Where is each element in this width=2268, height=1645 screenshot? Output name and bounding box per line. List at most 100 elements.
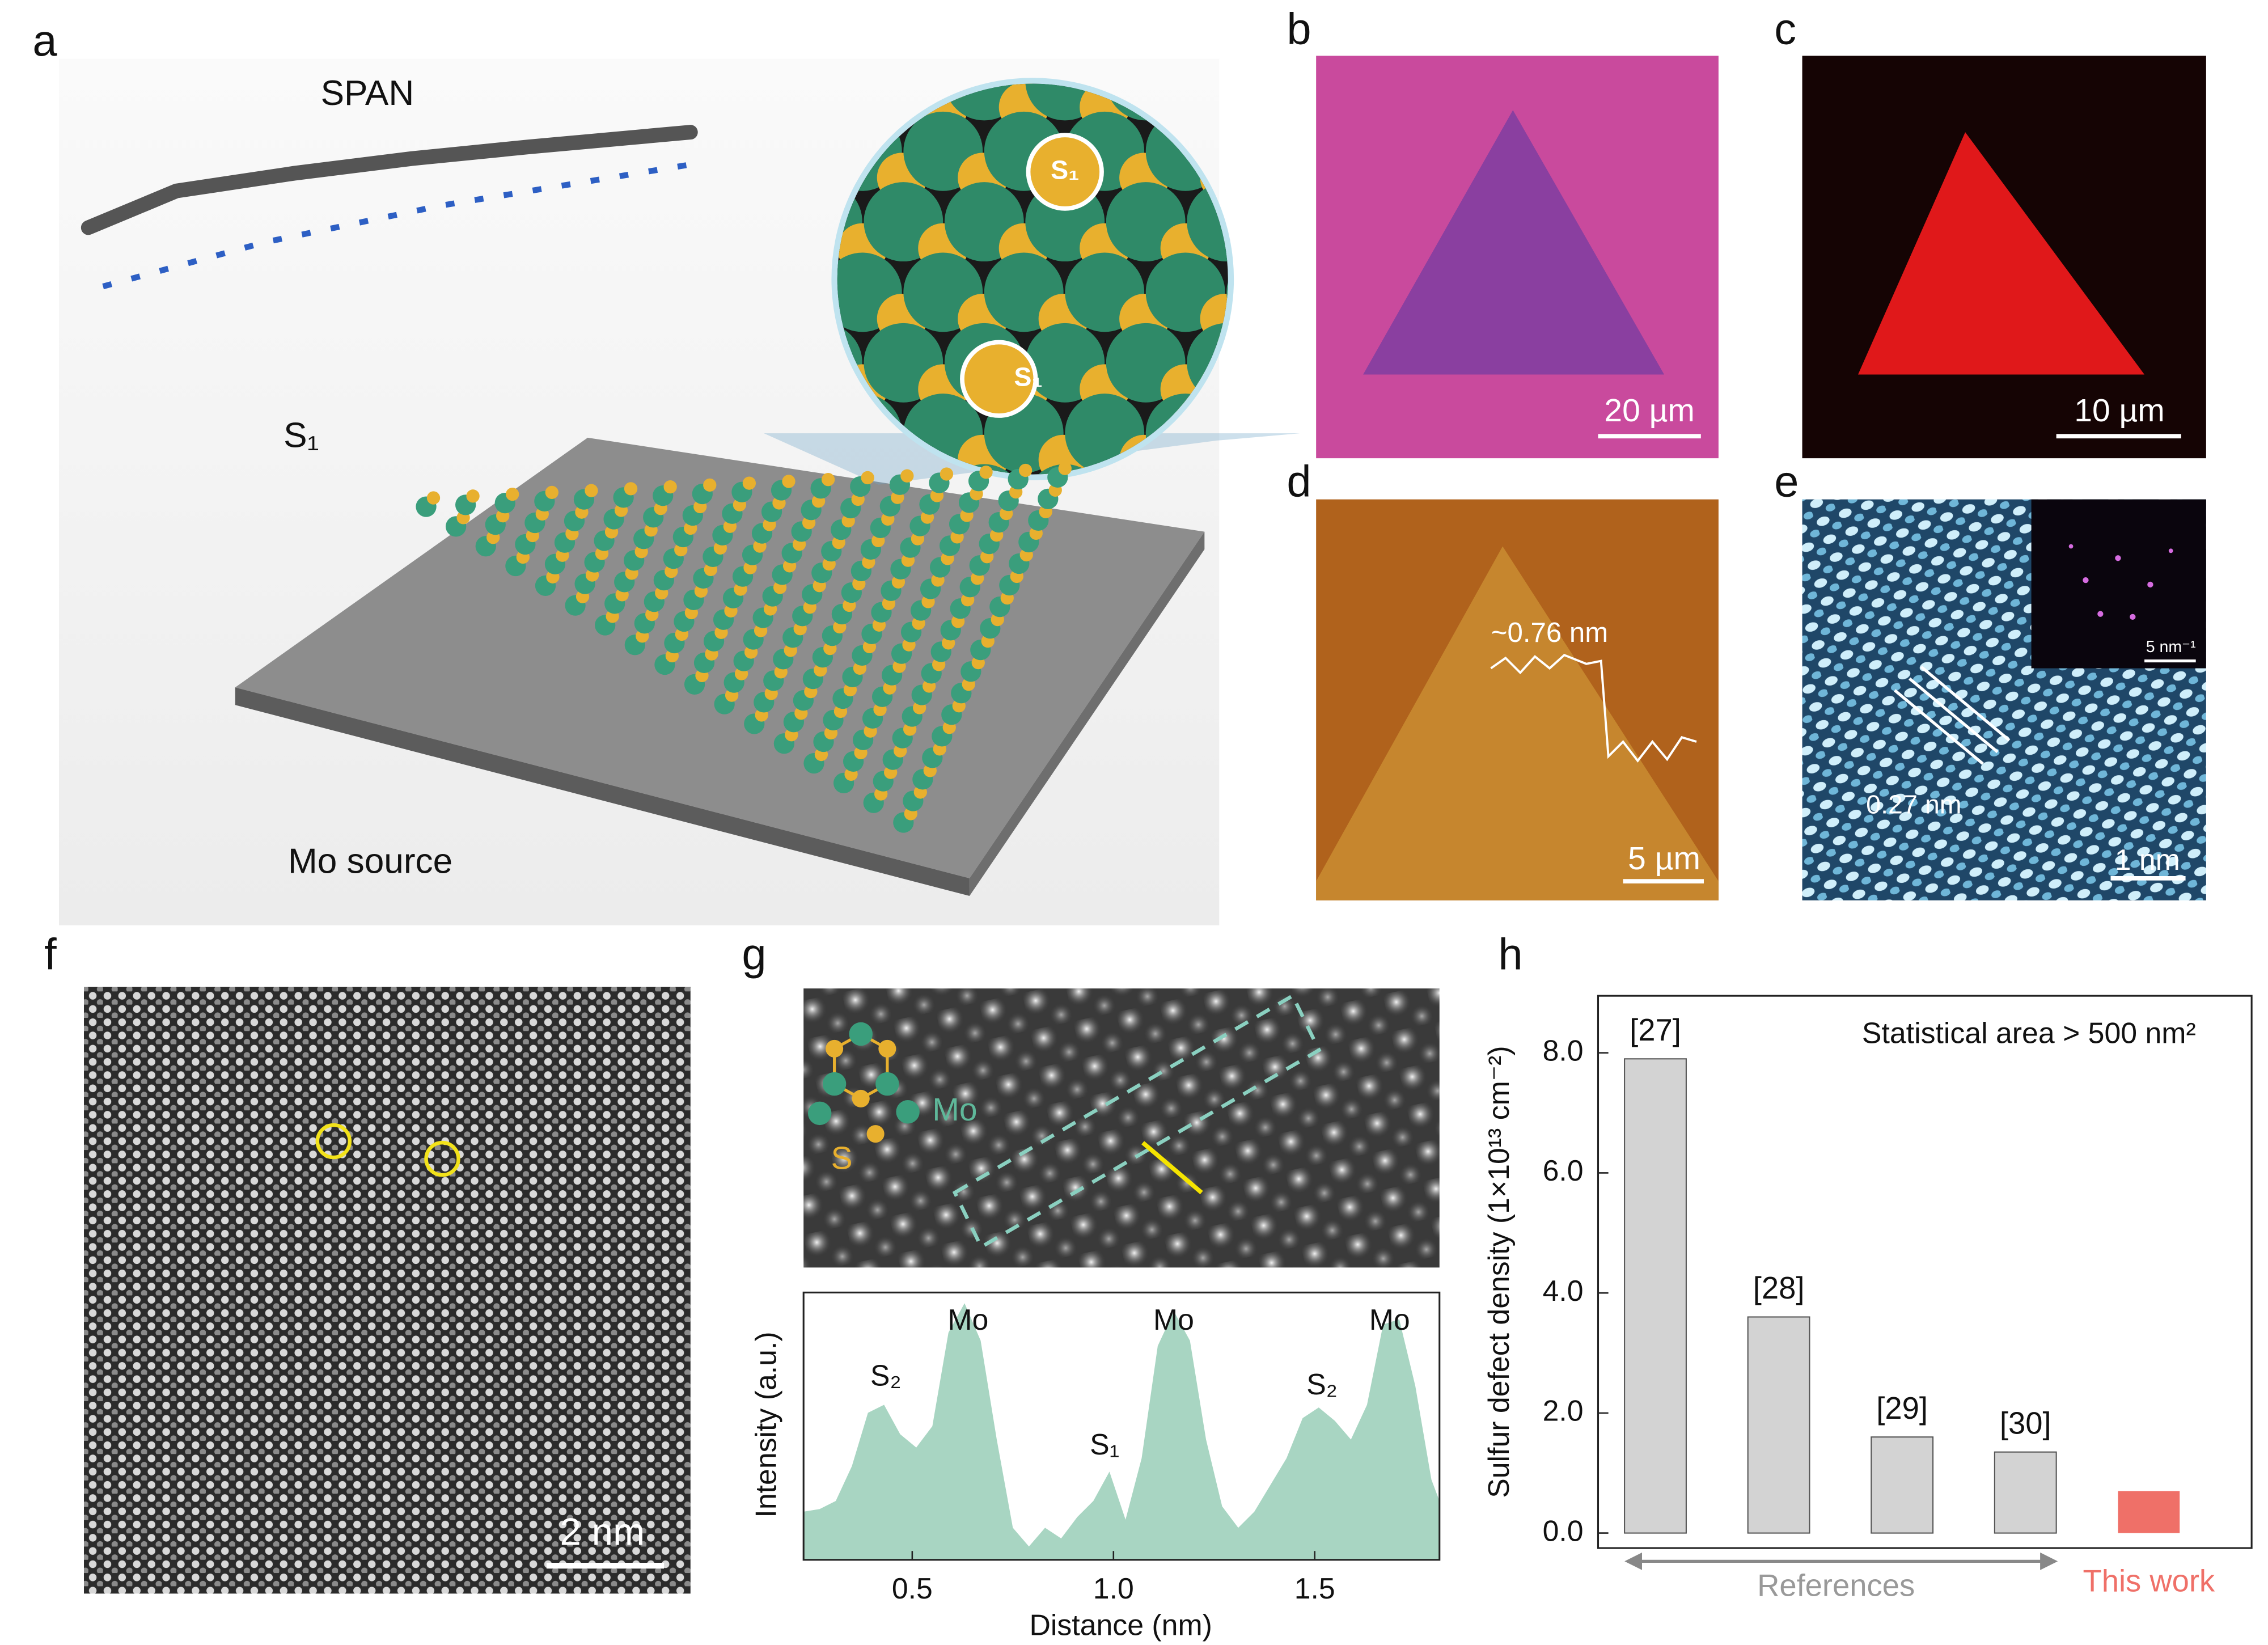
panel-label: e	[1774, 457, 1799, 506]
s-atom	[466, 489, 480, 503]
plot-frame	[1597, 995, 2253, 1549]
s-atom	[782, 475, 796, 488]
panel-label: d	[1287, 457, 1311, 506]
line-profile-box	[952, 993, 1322, 1250]
substrate-side	[235, 687, 970, 896]
s-atom	[545, 485, 558, 500]
atom-label: Mo	[932, 1092, 977, 1128]
stem-image	[84, 987, 691, 1594]
panel-label: c	[1774, 5, 1796, 54]
s-atom	[624, 482, 638, 496]
y-tick-label: 2.0	[1543, 1394, 1584, 1427]
scale-label: 2 nm	[560, 1511, 645, 1554]
peak-label: S₂	[870, 1359, 902, 1392]
x-tick-label: 1.5	[1294, 1572, 1335, 1605]
lattice	[416, 462, 1072, 833]
y-tick-label: 6.0	[1543, 1154, 1584, 1187]
s-atom	[1241, 82, 1291, 132]
panel-label: a	[32, 16, 57, 65]
mo-atom	[1226, 252, 1228, 332]
flake	[1857, 132, 2145, 375]
s-atom	[742, 476, 756, 490]
height-profile	[1490, 653, 1697, 763]
panel-label: h	[1498, 930, 1522, 979]
vacancy-marker	[424, 1140, 460, 1177]
arrow	[1141, 1141, 1203, 1195]
content: a SPAN S₁ Mo source S₁ S₁ b 20 µm c 10 µ…	[32, 5, 2253, 1642]
peak-label: S₂	[1306, 1368, 1338, 1401]
s-atom	[861, 471, 874, 485]
mo-atom	[1226, 111, 1228, 191]
s-atom	[821, 473, 835, 487]
highlight-atom	[1026, 133, 1104, 211]
s-atom	[979, 466, 993, 479]
y-axis-label: Sulfur defect density (1×10¹³ cm⁻²)	[1482, 1046, 1515, 1498]
y-axis-label: Intensity (a.u.)	[750, 1331, 782, 1517]
s-atom	[663, 480, 677, 494]
bar	[2118, 1491, 2180, 1533]
source-label: Mo source	[288, 841, 452, 881]
fft-inset	[2031, 499, 2206, 669]
s-atom	[585, 484, 598, 497]
plot-frame	[802, 1291, 1441, 1561]
s-atom	[703, 478, 717, 492]
span-chain	[81, 125, 698, 235]
bar	[1994, 1451, 2057, 1534]
group-label: References	[1757, 1568, 1915, 1602]
scale-label: 20 µm	[1604, 392, 1694, 429]
panel-label: b	[1287, 5, 1311, 54]
bar	[1747, 1316, 1810, 1534]
x-axis-label: Distance (nm)	[1030, 1609, 1212, 1642]
bar-label: [30]	[2000, 1406, 2051, 1440]
s-atom	[1241, 223, 1291, 273]
bar-label: [28]	[1753, 1271, 1805, 1305]
zoom-label: S₁	[1014, 362, 1042, 392]
spacing-label: 0.27 nm	[1866, 789, 1961, 819]
s-atom	[1058, 462, 1072, 475]
s-atom	[426, 491, 441, 505]
stem-image	[803, 988, 1440, 1268]
atom-label: S	[831, 1140, 853, 1176]
flake	[1316, 546, 1719, 900]
bar-label: [27]	[1630, 1013, 1681, 1047]
s-atom	[900, 469, 914, 483]
x-tick-label: 0.5	[892, 1572, 933, 1605]
hexagon-atoms	[807, 1022, 920, 1143]
zoom-label: S₁	[1051, 155, 1079, 184]
y-tick-label: 8.0	[1543, 1034, 1584, 1067]
s-atom	[506, 487, 519, 501]
spacing-lines	[1894, 665, 2011, 765]
peak-label: Mo	[1369, 1303, 1410, 1336]
peak-label: Mo	[947, 1303, 988, 1336]
scale-label: 5 µm	[1628, 840, 1700, 877]
scale-label: 5 nm⁻¹	[2146, 638, 2196, 656]
annotation: Statistical area > 500 nm²	[1862, 1017, 2196, 1050]
peak-label: Mo	[1153, 1303, 1194, 1336]
highlight-atom	[960, 340, 1038, 418]
bar	[1871, 1436, 1934, 1534]
x-tick-label: This work	[2083, 1564, 2215, 1599]
molecule-label: SPAN	[321, 74, 414, 113]
panel-label: g	[742, 930, 766, 979]
bar-label: [29]	[1876, 1391, 1928, 1426]
intensity-area	[803, 1303, 1440, 1560]
y-tick-label: 4.0	[1543, 1274, 1584, 1307]
fft-spots	[2068, 544, 2173, 620]
panel-label: f	[44, 930, 57, 979]
s-atom	[1018, 463, 1033, 477]
y-tick-label: 0.0	[1543, 1514, 1584, 1547]
bar	[1624, 1058, 1687, 1534]
substrate-side	[969, 531, 1205, 896]
x-tick-label: 1.0	[1093, 1572, 1134, 1605]
s-atom	[940, 467, 954, 481]
sulfur-label: S₁	[284, 416, 319, 455]
scale-label: 10 µm	[2074, 392, 2164, 429]
span-chain-n	[102, 161, 691, 290]
height-label: ~0.76 nm	[1491, 617, 1609, 648]
vacancy-marker	[315, 1123, 352, 1160]
scale-label: 1 nm	[2115, 843, 2180, 876]
flake	[1363, 110, 1665, 375]
